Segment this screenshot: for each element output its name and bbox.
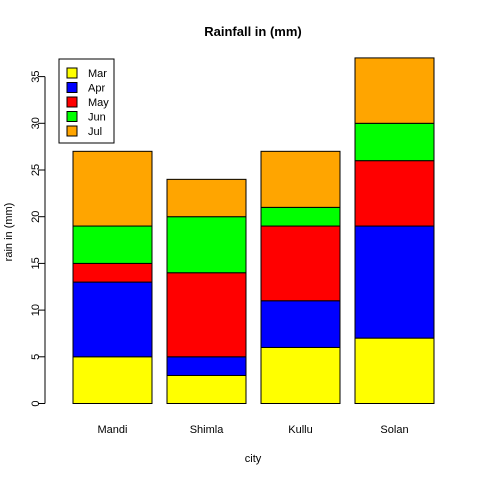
legend-label-apr: Apr (88, 83, 105, 95)
bar-segment-shimla-jun (166, 216, 247, 274)
bar-segment-mandi-may (72, 262, 153, 283)
legend-swatch-may (66, 96, 78, 108)
legend-swatch-mar (66, 67, 78, 79)
legend-label-jul: Jul (88, 126, 102, 138)
chart-title: Rainfall in (mm) (204, 24, 302, 39)
bar-segment-mandi-jun (72, 225, 153, 264)
x-tick-label: Solan (380, 424, 408, 436)
x-axis-tick-labels: Mandi Shimla Kullu Solan (98, 424, 409, 436)
x-tick-label: Mandi (98, 424, 128, 436)
y-tick-label: 20 (30, 211, 42, 223)
y-tick-label: 0 (30, 400, 42, 406)
y-tick-label: 10 (30, 304, 42, 316)
x-tick-label: Kullu (288, 424, 312, 436)
y-tick-label: 5 (30, 354, 42, 360)
y-tick-label: 15 (30, 257, 42, 269)
y-axis: 0 5 10 15 20 25 30 35 (30, 70, 46, 407)
bar-segment-solan-jun (354, 122, 435, 162)
bar-segment-mandi-jul (72, 150, 153, 227)
bar-segment-mandi-apr (72, 281, 153, 358)
y-tick-label: 35 (30, 70, 42, 82)
bar-segment-shimla-mar (166, 374, 247, 405)
bar-segment-shimla-jul (166, 178, 247, 218)
y-axis-label: rain in (mm) (3, 203, 15, 262)
bar-segment-kullu-jul (260, 150, 341, 208)
bar-segment-solan-may (354, 160, 435, 227)
legend-swatch-apr (66, 82, 78, 93)
legend-swatch-jun (66, 111, 78, 122)
x-axis-label: city (245, 453, 262, 465)
bar-segment-solan-jul (354, 57, 435, 124)
legend-label-may: May (88, 97, 109, 109)
bar-segment-shimla-may (166, 272, 247, 358)
legend-label-jun: Jun (88, 112, 106, 124)
plot-area (72, 57, 435, 405)
bar-segment-kullu-may (260, 225, 341, 302)
bar-segment-solan-mar (354, 337, 435, 404)
y-tick-label: 30 (30, 117, 42, 129)
bar-segment-mandi-mar (72, 356, 153, 404)
bar-segment-shimla-apr (166, 356, 247, 376)
legend-label-mar: Mar (88, 68, 107, 80)
x-tick-label: Shimla (190, 424, 225, 436)
y-tick-label: 25 (30, 164, 42, 176)
legend: Mar Apr May Jun Jul (58, 58, 115, 144)
bar-segment-kullu-jun (260, 206, 341, 227)
bar-segment-kullu-mar (260, 346, 341, 404)
bar-segment-kullu-apr (260, 300, 341, 348)
bar-segment-solan-apr (354, 225, 435, 339)
legend-swatch-jul (66, 125, 78, 137)
